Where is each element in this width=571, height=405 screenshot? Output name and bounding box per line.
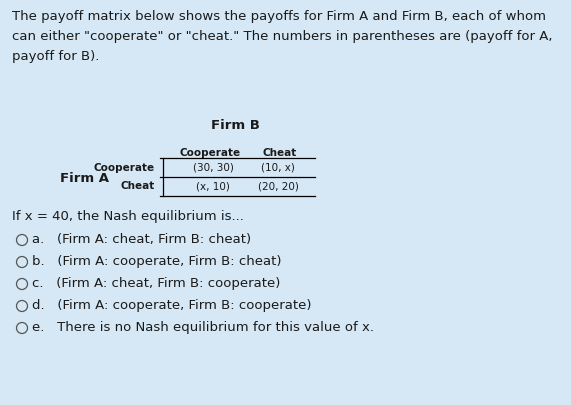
- Text: b.   (Firm A: cooperate, Firm B: cheat): b. (Firm A: cooperate, Firm B: cheat): [33, 256, 282, 269]
- Text: Cheat: Cheat: [263, 148, 297, 158]
- Text: d.   (Firm A: cooperate, Firm B: cooperate): d. (Firm A: cooperate, Firm B: cooperate…: [33, 300, 312, 313]
- Text: Firm B: Firm B: [211, 119, 259, 132]
- Text: Cheat: Cheat: [120, 181, 155, 191]
- Text: Firm A: Firm A: [60, 171, 109, 185]
- Text: a.   (Firm A: cheat, Firm B: cheat): a. (Firm A: cheat, Firm B: cheat): [33, 234, 252, 247]
- Text: (30, 30): (30, 30): [192, 162, 234, 173]
- Text: If x = 40, the Nash equilibrium is...: If x = 40, the Nash equilibrium is...: [12, 210, 244, 223]
- Text: c.   (Firm A: cheat, Firm B: cooperate): c. (Firm A: cheat, Firm B: cooperate): [33, 277, 281, 290]
- Text: (x, 10): (x, 10): [196, 181, 230, 192]
- Text: (20, 20): (20, 20): [258, 181, 299, 192]
- Text: e.   There is no Nash equilibrium for this value of x.: e. There is no Nash equilibrium for this…: [33, 322, 375, 335]
- Text: Cooperate: Cooperate: [94, 163, 155, 173]
- Text: The payoff matrix below shows the payoffs for Firm A and Firm B, each of whom
ca: The payoff matrix below shows the payoff…: [12, 10, 553, 63]
- Text: (10, x): (10, x): [261, 162, 295, 173]
- Text: Cooperate: Cooperate: [179, 148, 240, 158]
